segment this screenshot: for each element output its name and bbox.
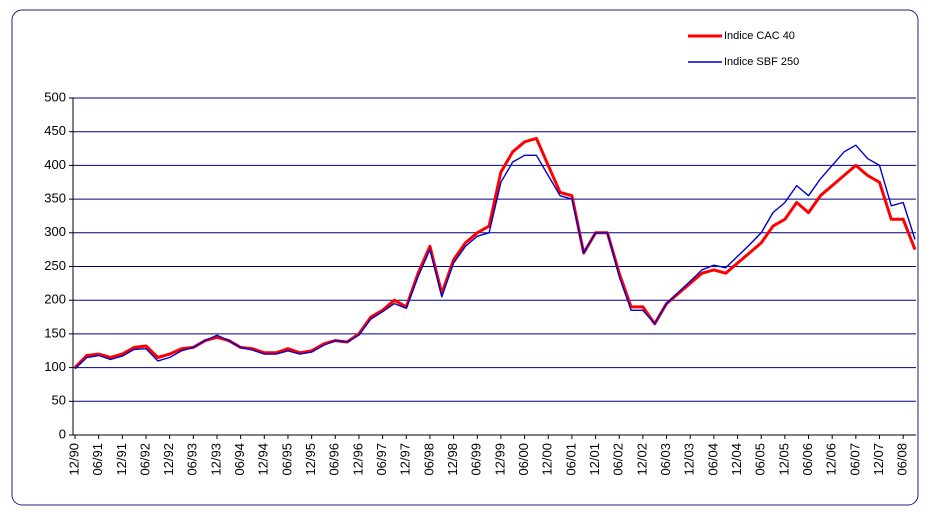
series-line [74,144,916,370]
y-tick-label: 450 [44,123,66,138]
legend-label: Indice CAC 40 [724,30,795,42]
y-tick-label: 350 [44,191,66,206]
x-tick-label: 12/98 [445,443,460,476]
x-tick-label: 12/01 [587,443,602,476]
x-tick-label: 12/94 [256,443,271,476]
chart-frame [11,9,919,506]
y-tick-label: 200 [44,292,66,307]
x-tick-label: 12/03 [682,443,697,476]
series-line [73,136,917,369]
x-tick-label: 12/99 [492,443,507,476]
x-tick-label: 12/90 [66,443,81,476]
x-tick-label: 06/00 [516,443,531,476]
y-tick-label: 500 [44,89,66,104]
x-tick-label: 12/05 [776,443,791,476]
x-tick-label: 12/97 [398,443,413,476]
y-tick-label: 0 [59,426,66,441]
y-tick-label: 400 [44,157,66,172]
x-tick-label: 06/08 [895,443,910,476]
x-tick-label: 06/03 [658,443,673,476]
y-tick-label: 50 [52,393,66,408]
x-tick-label: 06/98 [421,443,436,476]
x-tick-label: 06/02 [611,443,626,476]
x-tick-label: 12/00 [540,443,555,476]
y-tick-label: 150 [44,325,66,340]
x-tick-label: 06/93 [185,443,200,476]
y-tick-label: 250 [44,258,66,273]
x-tick-label: 12/02 [634,443,649,476]
x-tick-label: 12/06 [824,443,839,476]
x-tick-label: 12/04 [729,443,744,476]
x-tick-label: 06/99 [469,443,484,476]
x-tick-label: 06/04 [705,443,720,476]
x-tick-label: 12/96 [350,443,365,476]
x-tick-label: 06/96 [327,443,342,476]
x-tick-label: 06/01 [563,443,578,476]
x-tick-label: 06/06 [800,443,815,476]
legend-label: Indice SBF 250 [724,56,799,68]
x-tick-label: 06/97 [374,443,389,476]
x-tick-label: 06/07 [847,443,862,476]
x-tick-label: 12/07 [871,443,886,476]
y-tick-label: 300 [44,224,66,239]
x-tick-label: 12/95 [303,443,318,476]
x-tick-label: 06/94 [232,443,247,476]
x-tick-label: 12/92 [161,443,176,476]
x-tick-label: 06/91 [90,443,105,476]
x-tick-label: 06/92 [137,443,152,476]
x-tick-label: 12/91 [114,443,129,476]
x-tick-label: 06/95 [279,443,294,476]
x-tick-label: 06/05 [753,443,768,476]
x-tick-label: 12/93 [208,443,223,476]
y-tick-label: 100 [44,359,66,374]
